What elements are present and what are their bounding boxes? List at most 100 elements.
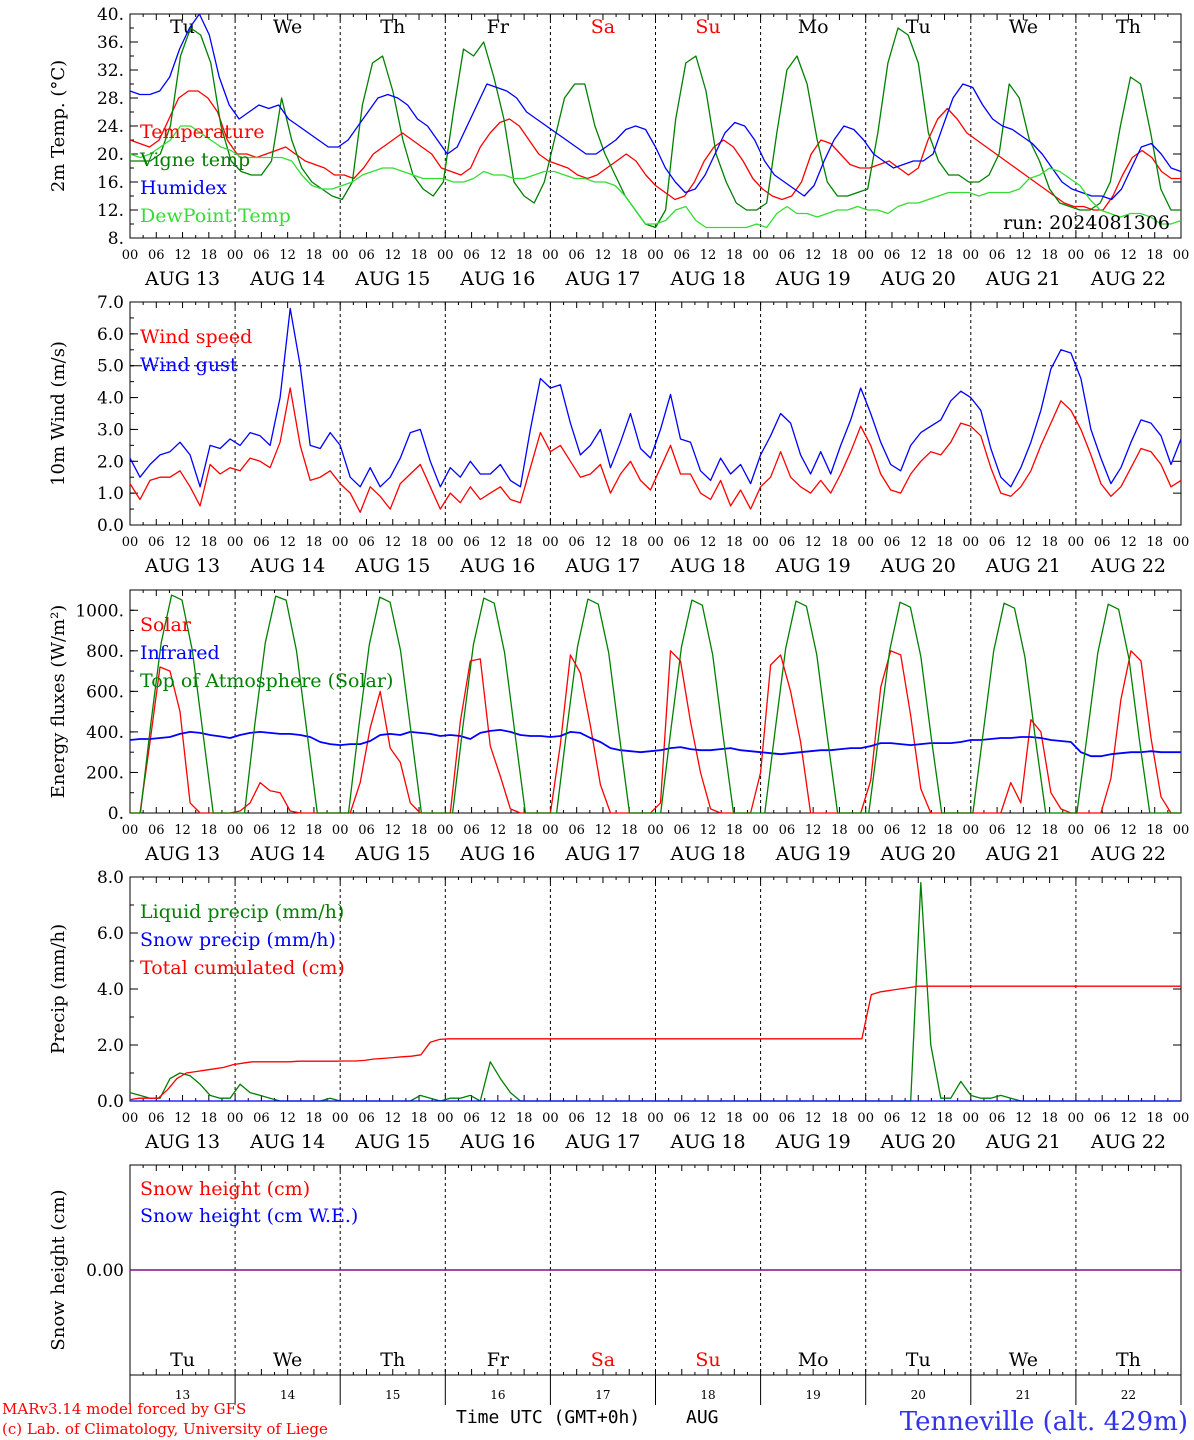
legend-entry: Snow height (cm W.E.) [140, 1205, 358, 1227]
series-line [129, 125, 1182, 229]
legend-entry: Top of Atmosphere (Solar) [140, 670, 393, 692]
x-hour-label: 12 [910, 535, 927, 550]
x-hour-label: 00 [963, 1111, 980, 1126]
x-date-label: AUG 16 [459, 843, 535, 865]
x-date-label: AUG 14 [249, 843, 325, 865]
y-tick-label: 400. [86, 723, 124, 743]
x-hour-label: 18 [1041, 248, 1058, 263]
x-hour-label: 00 [332, 1111, 349, 1126]
day-number-label: 18 [700, 1388, 715, 1402]
x-hour-label: 18 [621, 823, 638, 838]
x-hour-label: 12 [595, 248, 612, 263]
x-hour-label: 18 [936, 535, 953, 550]
x-hour-label: 00 [752, 248, 769, 263]
series-line [129, 387, 1182, 513]
x-hour-label: 18 [411, 248, 428, 263]
x-hour-label: 12 [279, 1111, 296, 1126]
y-axis-label: 10m Wind (m/s) [48, 341, 69, 486]
x-hour-label: 12 [279, 823, 296, 838]
x-date-label: AUG 18 [669, 843, 745, 865]
y-tick-label: 16. [97, 173, 124, 193]
x-hour-label: 06 [358, 535, 375, 550]
y-tick-label: 28. [97, 89, 124, 109]
x-date-label: AUG 21 [985, 843, 1061, 865]
x-hour-label: 18 [936, 1111, 953, 1126]
weekday-label: Sa [591, 1349, 615, 1371]
x-hour-label: 12 [805, 1111, 822, 1126]
x-hour-label: 06 [884, 535, 901, 550]
day-number-label: 21 [1016, 1388, 1031, 1402]
x-hour-label: 12 [174, 248, 191, 263]
weekday-label: Th [1116, 16, 1141, 38]
x-hour-label: 06 [674, 535, 691, 550]
x-hour-label: 06 [884, 1111, 901, 1126]
x-hour-label: 12 [910, 823, 927, 838]
x-hour-label: 00 [963, 535, 980, 550]
x-date-label: AUG 18 [669, 1131, 745, 1153]
x-hour-label: 06 [779, 823, 796, 838]
weekday-label: Th [380, 1349, 405, 1371]
x-hour-label: 12 [910, 1111, 927, 1126]
x-hour-label: 00 [227, 823, 244, 838]
x-hour-label: 06 [358, 823, 375, 838]
day-number-label: 20 [911, 1388, 926, 1402]
x-hour-label: 12 [1120, 1111, 1137, 1126]
x-hour-label: 00 [647, 535, 664, 550]
x-hour-label: 06 [463, 535, 480, 550]
legend-entry: Solar [140, 614, 192, 636]
weekday-label: Su [695, 16, 720, 38]
weekday-label: Tu [906, 16, 931, 38]
x-date-label: AUG 19 [775, 1131, 851, 1153]
series-line [129, 985, 1181, 1101]
x-hour-label: 12 [384, 535, 401, 550]
x-date-label: AUG 19 [775, 843, 851, 865]
x-hour-label: 12 [174, 823, 191, 838]
y-tick-label: 2.0 [97, 1036, 124, 1056]
y-tick-label: 5.0 [97, 357, 124, 377]
series-line [130, 594, 1181, 814]
weekday-label: Mo [798, 16, 829, 38]
x-hour-label: 12 [384, 1111, 401, 1126]
legend-entry: Vigne temp [139, 149, 250, 171]
y-tick-label: 0.00 [86, 1261, 124, 1281]
weekday-label: Tu [170, 1349, 195, 1371]
x-hour-label: 18 [936, 823, 953, 838]
x-hour-label: 12 [174, 535, 191, 550]
y-tick-label: 4.0 [97, 389, 124, 409]
day-number-label: 16 [490, 1388, 505, 1402]
x-hour-label: 06 [1094, 1111, 1111, 1126]
x-date-label: AUG 15 [354, 843, 430, 865]
x-hour-label: 06 [568, 535, 585, 550]
x-hour-label: 18 [411, 1111, 428, 1126]
x-date-label: AUG 13 [144, 843, 220, 865]
x-hour-label: 18 [201, 1111, 218, 1126]
x-hour-label: 12 [279, 535, 296, 550]
x-hour-label: 06 [1094, 535, 1111, 550]
x-hour-label: 06 [989, 1111, 1006, 1126]
x-date-label: AUG 13 [144, 268, 220, 290]
x-hour-label: 12 [1120, 248, 1137, 263]
weekday-label: Fr [487, 1349, 510, 1371]
day-number-label: 14 [280, 1388, 296, 1402]
x-hour-label: 18 [726, 823, 743, 838]
x-hour-label: 18 [621, 1111, 638, 1126]
x-hour-label: 00 [122, 535, 139, 550]
x-hour-label: 06 [989, 535, 1006, 550]
run-annotation: run: 2024081306 [1003, 212, 1170, 234]
x-hour-label: 00 [647, 1111, 664, 1126]
x-hour-label: 00 [227, 1111, 244, 1126]
x-hour-label: 00 [963, 248, 980, 263]
x-hour-label: 12 [1015, 535, 1032, 550]
y-tick-label: 20. [97, 145, 124, 165]
y-axis-label: Energy fluxes (W/m²) [48, 605, 69, 799]
legend-entry: Infrared [140, 642, 220, 664]
weekday-label: We [273, 16, 302, 38]
x-date-label: AUG 20 [880, 268, 956, 290]
x-hour-label: 06 [148, 1111, 165, 1126]
x-hour-label: 18 [516, 1111, 533, 1126]
x-hour-label: 00 [437, 535, 454, 550]
x-hour-label: 00 [752, 535, 769, 550]
y-tick-label: 0.0 [97, 1092, 124, 1112]
x-date-label: AUG 17 [564, 1131, 640, 1153]
x-hour-label: 18 [201, 535, 218, 550]
